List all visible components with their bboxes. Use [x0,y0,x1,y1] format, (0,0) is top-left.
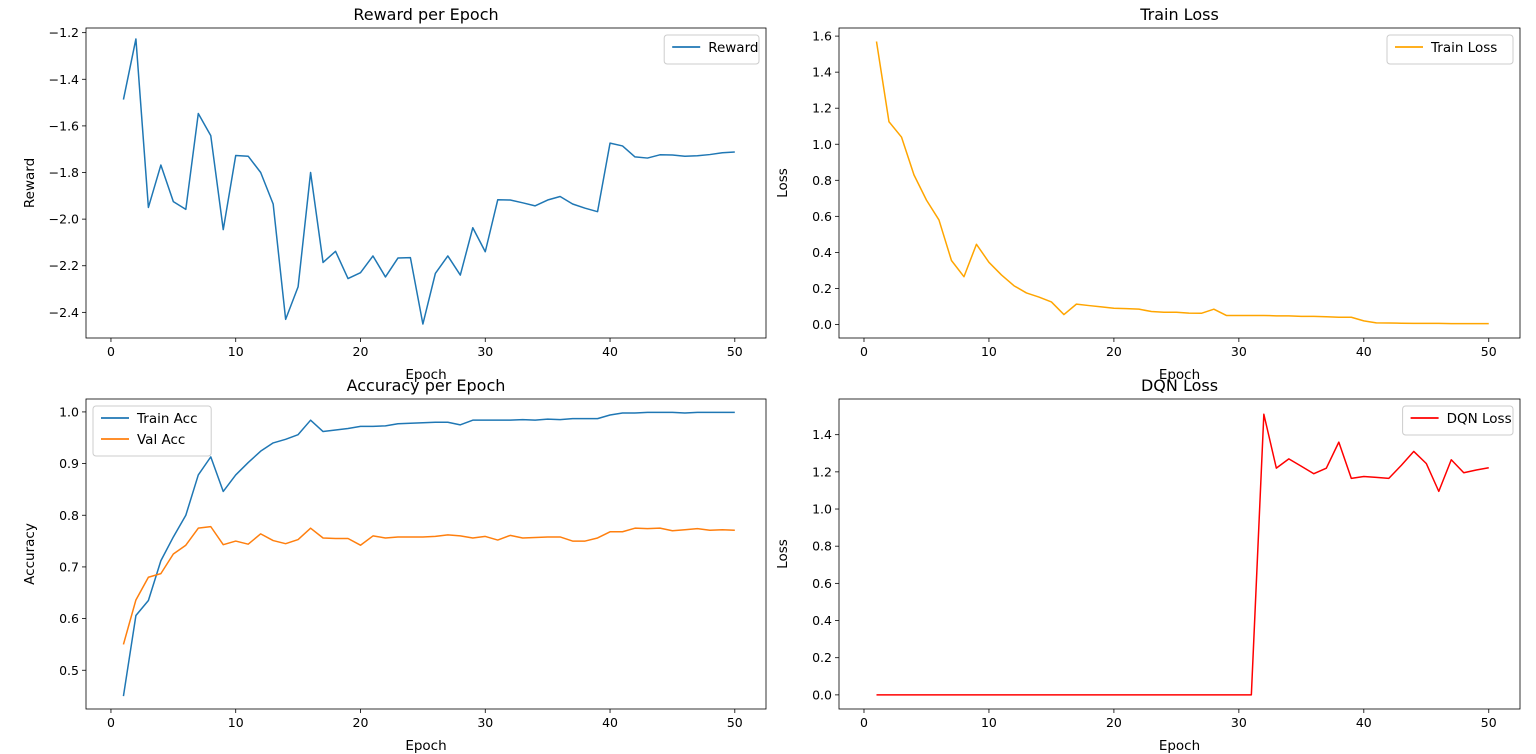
x-tick-label: 0 [860,715,868,730]
y-tick-label: 0.0 [812,317,832,332]
y-tick-label: 0.2 [812,650,832,665]
x-tick-label: 40 [1356,344,1372,359]
x-tick-label: 40 [602,344,618,359]
legend: Train Loss [1386,34,1514,65]
chart-title: Reward per Epoch [353,5,498,24]
y-tick-label: 0.4 [812,613,832,628]
x-tick-label: 10 [981,715,997,730]
y-tick-label: 1.6 [812,29,832,44]
legend: Reward [663,34,760,65]
legend-label: Val Acc [137,432,185,448]
y-axis-label: Loss [775,539,791,569]
subplot-3: 0 10 20 30 40 50 0.5 0.6 0.7 0.8 0.9 1.0 Accuracy pe… [22,376,767,754]
x-tick-label: 20 [1106,715,1122,730]
y-tick-label: 0.8 [59,508,79,523]
legend: Train Acc Val Acc [92,405,212,457]
x-tick-label: 50 [1481,344,1497,359]
legend-label: DQN Loss [1447,411,1512,427]
y-tick-label: −2.0 [49,212,79,227]
y-axis-label: Reward [22,158,38,208]
x-axis-label: Epoch [1159,367,1200,383]
y-tick-label: 1.0 [812,137,832,152]
x-axis-label: Epoch [405,367,446,383]
y-tick-label: −1.4 [49,72,79,87]
axes-frame [838,27,1521,339]
legend-label: Train Acc [136,411,198,427]
legend: DQN Loss [1402,405,1514,436]
y-tick-label: 1.0 [812,502,832,517]
y-tick-label: 0.6 [812,209,832,224]
legend-frame [663,34,760,65]
axes-frame [85,27,767,339]
x-tick-label: 10 [228,715,244,730]
chart-title: DQN Loss [1141,376,1218,395]
x-tick-label: 20 [353,344,369,359]
x-tick-label: 50 [727,344,743,359]
axes-frame [838,398,1521,710]
y-tick-label: 0.2 [812,281,832,296]
y-tick-label: −2.4 [49,305,79,320]
y-tick-label: 1.4 [812,65,832,80]
y-axis-label: Loss [775,168,791,198]
y-tick-label: 1.0 [59,404,79,419]
x-tick-label: 30 [477,715,493,730]
series-line [122,411,735,697]
y-tick-label: 0.9 [59,456,79,471]
x-tick-label: 0 [107,715,115,730]
y-tick-label: −1.6 [49,118,79,133]
axes-frame [85,398,767,710]
x-tick-label: 20 [1106,344,1122,359]
y-axis-label: Accuracy [22,523,38,585]
y-tick-label: −2.2 [49,258,79,273]
x-axis-label: Epoch [405,738,446,754]
y-tick-label: 0.0 [812,687,832,702]
series-line [875,41,1489,325]
legend-label: Reward [708,40,758,56]
y-tick-label: 0.8 [812,539,832,554]
y-tick-label: 0.6 [812,576,832,591]
x-tick-label: 40 [602,715,618,730]
y-tick-label: 0.8 [812,173,832,188]
x-tick-label: 10 [981,344,997,359]
legend-frame [1386,34,1514,65]
y-tick-label: −1.8 [49,165,79,180]
series-line [122,38,735,325]
chart-title: Train Loss [1139,5,1219,24]
legend-label: Train Loss [1430,40,1497,56]
x-tick-label: 0 [860,344,868,359]
y-tick-label: 1.2 [812,464,832,479]
x-tick-label: 0 [107,344,115,359]
y-tick-label: −1.2 [49,25,79,40]
series-line [876,413,1489,696]
x-tick-label: 50 [727,715,743,730]
y-tick-label: 0.4 [812,245,832,260]
subplot-1: 0 10 20 30 40 50 −2.4 −2.2 −2.0 −1.8 −1.6 −1.4 −1.2 R… [22,5,767,383]
x-tick-label: 40 [1356,715,1372,730]
y-tick-label: 1.4 [812,427,832,442]
y-tick-label: 1.2 [812,101,832,116]
y-tick-label: 0.6 [59,611,79,626]
x-tick-label: 30 [1231,344,1247,359]
y-tick-label: 0.5 [59,663,79,678]
x-tick-label: 30 [477,344,493,359]
x-tick-label: 10 [228,344,244,359]
x-tick-label: 30 [1231,715,1247,730]
x-tick-label: 20 [353,715,369,730]
legend-frame [1402,405,1514,436]
subplot-2: 0 10 20 30 40 50 0.0 0.2 0.4 0.6 0.8 1.0 1.2 1.4 1.6 Tr… [775,5,1521,383]
x-tick-label: 50 [1481,715,1497,730]
chart-title: Accuracy per Epoch [347,376,506,395]
series-line [122,525,735,645]
subplot-4: 0 10 20 30 40 50 0.0 0.2 0.4 0.6 0.8 1.0 1.2 1.4 DQN L… [775,376,1521,754]
x-axis-label: Epoch [1159,738,1200,754]
y-tick-label: 0.7 [59,559,79,574]
